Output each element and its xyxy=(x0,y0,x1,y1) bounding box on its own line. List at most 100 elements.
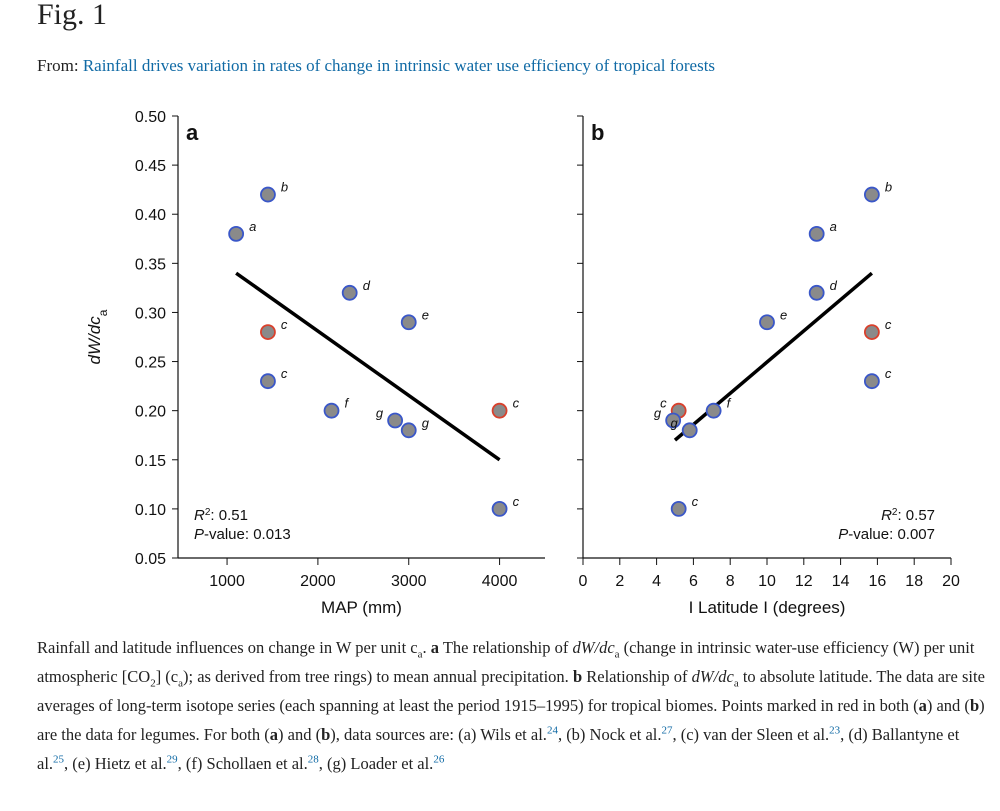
caption-run: ] (c xyxy=(155,666,179,686)
caption-run: a xyxy=(417,648,423,661)
point-label: f xyxy=(345,396,350,411)
x-tick-label: 18 xyxy=(905,573,923,590)
annotation: R2: 0.57 xyxy=(881,507,935,525)
x-tick-label: 4 xyxy=(652,573,661,590)
data-point xyxy=(260,186,276,203)
x-tick-label: 3000 xyxy=(391,573,427,590)
caption-run: 28 xyxy=(307,753,319,766)
point-label: a xyxy=(830,219,837,234)
y-tick-label: 0.30 xyxy=(135,305,166,322)
point-label: d xyxy=(363,278,371,293)
y-axis-label-main: dW/dc xyxy=(85,316,104,365)
caption-run: . xyxy=(422,638,431,657)
point-label: g xyxy=(654,405,662,420)
text-run: 2 xyxy=(892,507,898,518)
panel-label: a xyxy=(186,120,199,145)
data-point xyxy=(491,402,508,419)
data-point xyxy=(670,500,687,517)
caption-run: b xyxy=(321,724,331,744)
y-axis-label: dW/dca xyxy=(85,309,110,364)
caption-run: , (b) Nock et al. xyxy=(557,724,662,744)
article-link[interactable]: Rainfall drives variation in rates of ch… xyxy=(82,56,716,75)
fit-line xyxy=(673,271,874,442)
data-point xyxy=(863,324,880,340)
caption-run: 2 xyxy=(150,677,156,690)
data-point xyxy=(808,225,825,242)
x-tick-label: 20 xyxy=(942,573,960,590)
data-point xyxy=(863,373,880,390)
point-label: a xyxy=(249,219,256,234)
caption-run: , (e) Hietz et al. xyxy=(64,753,167,773)
text-run: P xyxy=(838,526,848,543)
text-run: -value: 0.013 xyxy=(204,526,291,543)
y-tick-label: 0.35 xyxy=(135,256,166,273)
x-tick-label: 0 xyxy=(579,573,588,590)
from-label: From: xyxy=(37,56,79,75)
x-tick-label: 4000 xyxy=(482,573,518,590)
fit-line xyxy=(235,271,501,462)
point-label: d xyxy=(830,278,838,293)
y-axis-label-sub: a xyxy=(96,309,110,316)
point-label: c xyxy=(513,494,520,509)
point-label: c xyxy=(281,317,288,332)
x-tick-label: 2 xyxy=(615,573,624,590)
x-axis-label: MAP (mm) xyxy=(321,598,402,617)
caption-run: (change in intrinsic water-use efficienc… xyxy=(37,638,975,686)
data-point xyxy=(863,186,880,203)
point-label: f xyxy=(727,396,732,411)
y-tick-label: 0.45 xyxy=(135,158,166,175)
caption-run: dW/dc xyxy=(691,666,734,686)
caption-run: a xyxy=(269,724,279,744)
y-tick-label: 0.20 xyxy=(135,404,166,421)
caption-run: , (d) Ballantyne et al. xyxy=(37,724,960,773)
point-label: c xyxy=(513,396,520,411)
text-run: P xyxy=(194,526,204,543)
caption-run: 23 xyxy=(829,724,841,737)
text-run: R xyxy=(194,507,205,524)
text-run: : 0.57 xyxy=(897,507,935,524)
figure-title: Fig. 1 xyxy=(37,0,108,31)
data-point xyxy=(681,422,698,439)
caption: Rainfall and latitude influences on chan… xyxy=(37,634,987,779)
text-run: : 0.51 xyxy=(210,507,248,524)
text-run: R xyxy=(881,507,892,524)
caption-run: ); as derived from tree rings) to mean a… xyxy=(183,666,573,686)
caption-run: , (c) van der Sleen et al. xyxy=(672,724,830,744)
caption-run: 25 xyxy=(53,753,65,766)
caption-run: ) and ( xyxy=(926,695,970,715)
data-point xyxy=(808,284,825,301)
y-tick-label: 0.40 xyxy=(135,207,166,224)
point-label: g xyxy=(422,415,430,430)
caption-run: b xyxy=(969,695,980,715)
data-point xyxy=(228,225,245,242)
caption-run: ), data sources are: (a) Wils et al. xyxy=(330,724,547,744)
point-label: c xyxy=(885,366,892,381)
y-tick-label: 0.15 xyxy=(135,453,166,470)
data-point xyxy=(341,284,358,301)
annotation: P-value: 0.007 xyxy=(838,526,935,543)
x-tick-label: 12 xyxy=(795,573,813,590)
point-label: b xyxy=(885,180,892,195)
data-point xyxy=(387,412,404,429)
y-tick-label: 0.10 xyxy=(135,502,166,519)
x-tick-label: 16 xyxy=(869,573,887,590)
y-tick-label: 0.05 xyxy=(135,551,166,568)
annotation: P-value: 0.013 xyxy=(194,526,291,543)
x-tick-label: 1000 xyxy=(209,573,245,590)
data-point xyxy=(260,324,276,340)
x-tick-label: 14 xyxy=(832,573,850,590)
data-point xyxy=(665,412,682,429)
x-axis-label: I Latitude I (degrees) xyxy=(689,598,846,617)
data-point xyxy=(400,422,417,439)
panel: 0.05 0.10 0.15 0.20 0.25 0.30 0.35 0.40 0.45 0.50… xyxy=(85,109,545,617)
point-label: e xyxy=(422,307,429,322)
caption-run: a xyxy=(733,677,739,690)
caption-run: Rainfall and latitude influences on chan… xyxy=(37,638,418,657)
panel-label: b xyxy=(591,120,604,145)
x-tick-label: 10 xyxy=(758,573,776,590)
caption-run: a xyxy=(918,695,927,715)
panel: 0 2 4 6 8 10 12 14 16 18 20 I Latitude I (degrees) b… xyxy=(577,115,960,617)
caption-run: 26 xyxy=(433,753,445,766)
caption-run: 27 xyxy=(661,724,673,737)
data-point xyxy=(491,500,508,517)
